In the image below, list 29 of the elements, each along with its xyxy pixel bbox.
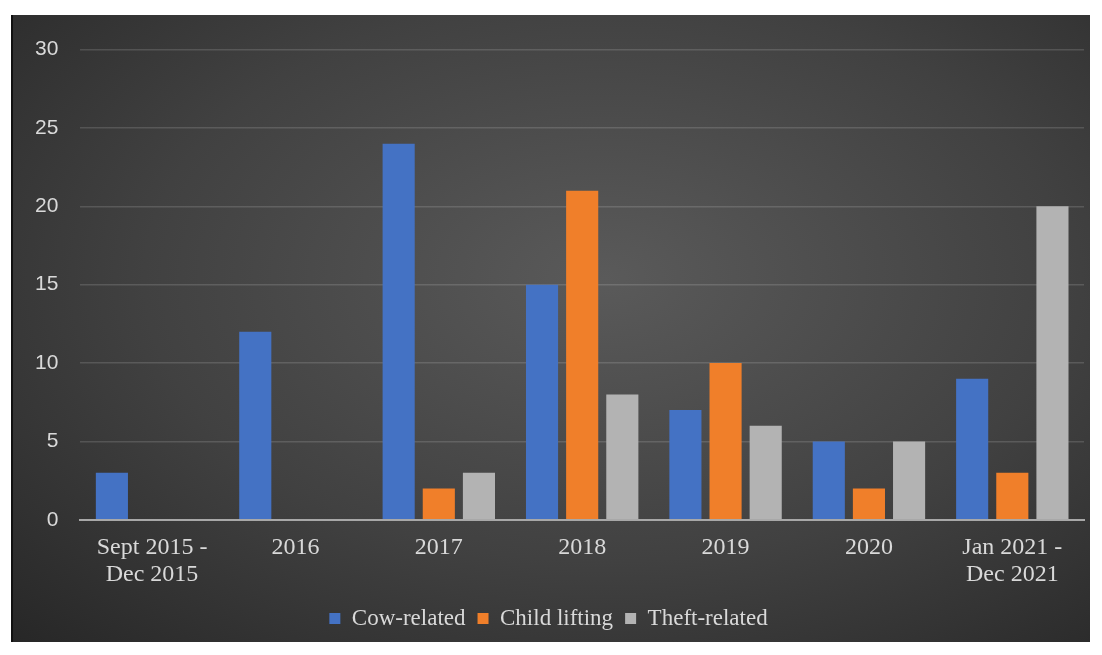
bar: [239, 331, 272, 520]
y-tick-label: 25: [35, 114, 59, 138]
x-tick-label: 2017: [414, 532, 463, 559]
bar: [525, 284, 559, 520]
legend-label: Child lifting: [500, 604, 614, 630]
x-tick-label: 2019: [701, 532, 750, 559]
y-tick-label: 10: [35, 349, 59, 373]
bar: [382, 143, 415, 520]
x-tick-label: 2018: [558, 532, 607, 559]
bar: [566, 190, 599, 520]
legend-label: Cow-related: [351, 604, 467, 630]
y-tick-label: 15: [35, 271, 59, 295]
bar: [669, 410, 702, 520]
x-tick-label: 2016: [271, 532, 320, 559]
bar: [996, 472, 1029, 520]
bar: [956, 378, 989, 520]
bar: [709, 363, 742, 520]
legend-label: Theft-related: [647, 604, 769, 630]
bar: [852, 488, 885, 520]
x-tick-label: Sept 2015 - Dec 2015: [96, 532, 208, 587]
y-tick-label: 20: [35, 193, 59, 217]
y-tick-label: 0: [46, 506, 59, 530]
bar: [95, 472, 128, 520]
y-tick-label: 30: [35, 36, 59, 60]
x-tick-label: 2020: [844, 532, 893, 559]
bar: [422, 488, 455, 520]
x-tick-label: Jan 2021 - Dec 2021: [962, 532, 1063, 587]
bar: [812, 441, 845, 520]
y-tick-label: 5: [46, 428, 59, 452]
